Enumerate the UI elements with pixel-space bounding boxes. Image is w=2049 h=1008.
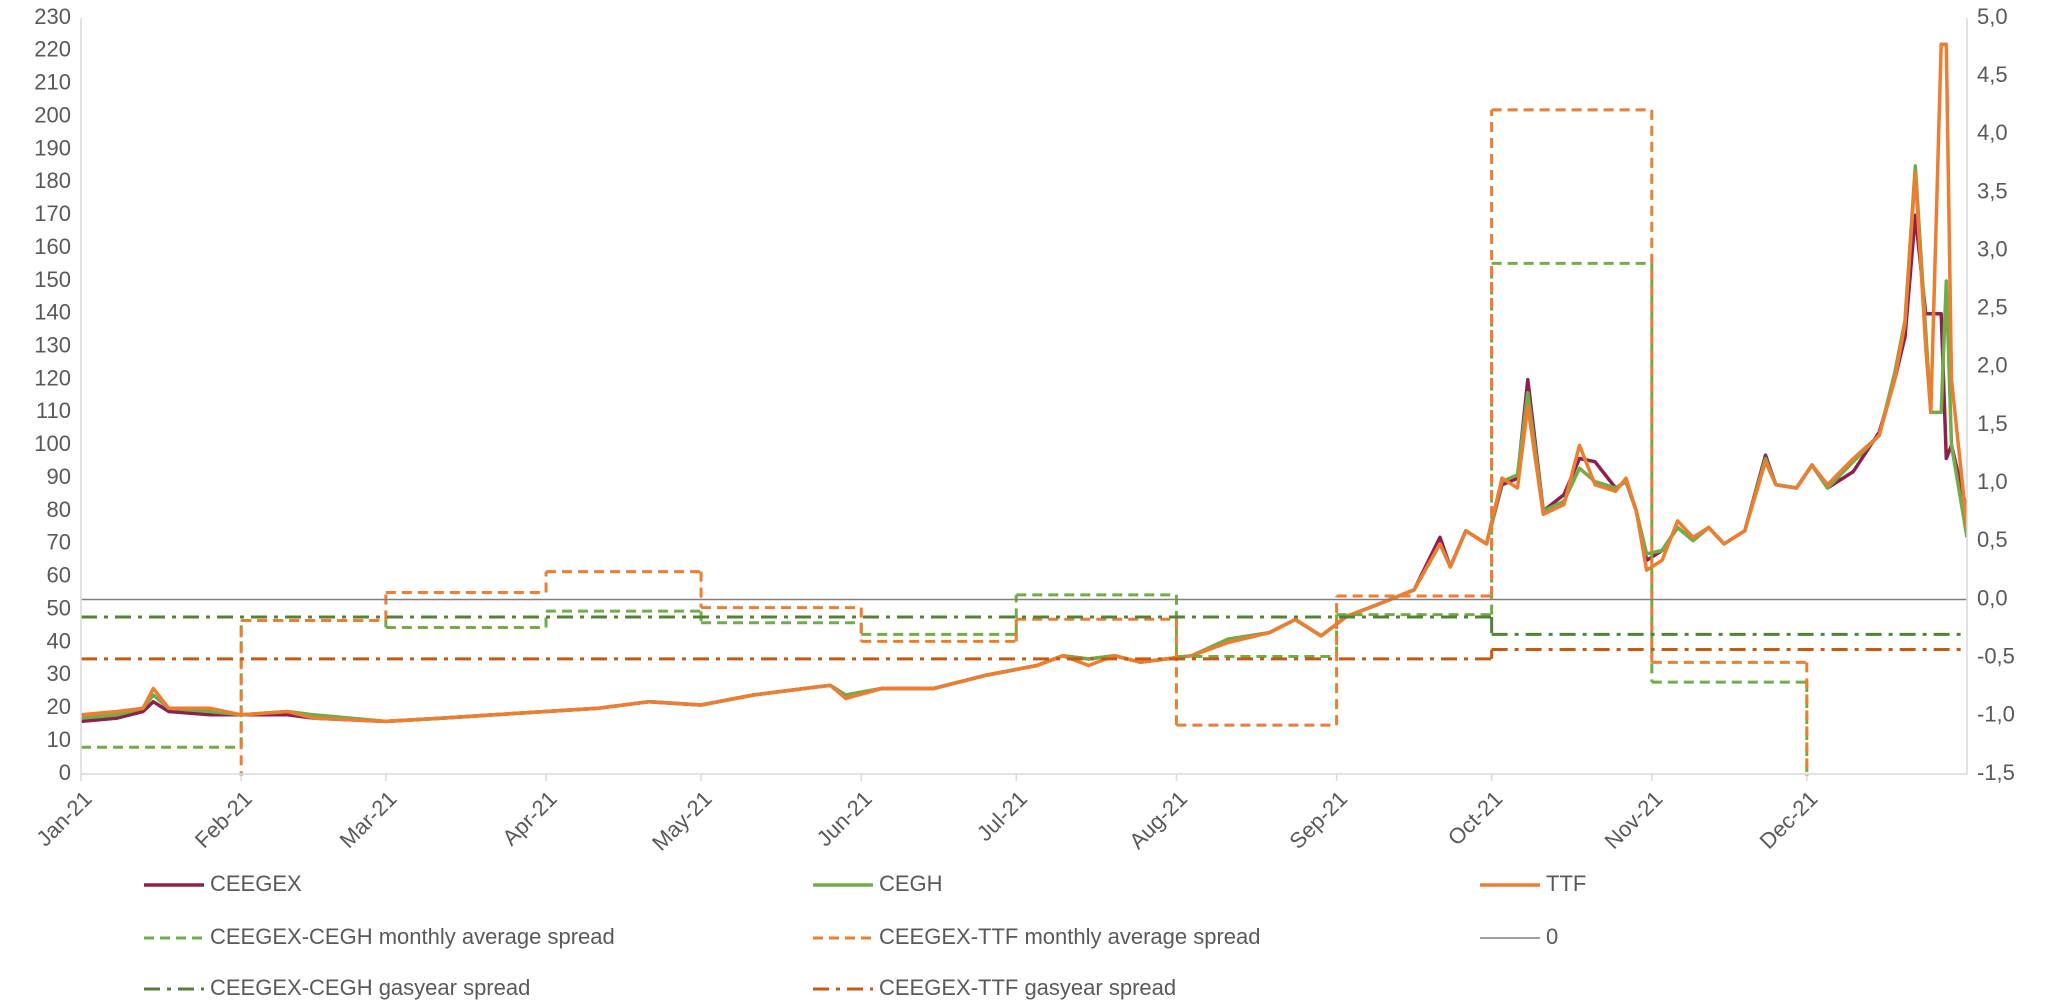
plot-area xyxy=(81,42,1967,776)
legend-label: CEEGEX-TTF gasyear spread xyxy=(879,975,1176,1000)
x-tick-label: Oct-21 xyxy=(1443,786,1507,850)
legend-label: TTF xyxy=(1546,871,1586,896)
x-tick-label: Dec-21 xyxy=(1755,786,1823,854)
x-tick-label: Jan-21 xyxy=(31,786,96,851)
y2-tick-label: 3,0 xyxy=(1977,236,2008,261)
y-tick-label: 140 xyxy=(34,300,71,325)
y-tick-label: 0 xyxy=(59,760,71,785)
legend-label: CEEGEX xyxy=(210,871,302,896)
x-tick-label: Apr-21 xyxy=(497,786,561,850)
y2-tick-label: -1,0 xyxy=(1977,702,2015,727)
y-tick-label: 190 xyxy=(34,135,71,160)
y-tick-label: 70 xyxy=(47,530,71,555)
y-tick-label: 10 xyxy=(47,727,71,752)
y2-tick-label: 4,0 xyxy=(1977,120,2008,145)
y2-tick-label: -1,5 xyxy=(1977,760,2015,785)
legend-label: 0 xyxy=(1546,924,1558,949)
y2-tick-label: -0,5 xyxy=(1977,644,2015,669)
y2-tick-label: 5,0 xyxy=(1977,4,2008,29)
y-tick-label: 200 xyxy=(34,102,71,127)
series-line xyxy=(81,164,1967,724)
y-tick-label: 50 xyxy=(47,595,71,620)
x-tick-label: Aug-21 xyxy=(1124,786,1192,854)
series-line xyxy=(81,213,1967,724)
y2-tick-label: 2,5 xyxy=(1977,295,2008,320)
y-tick-label: 40 xyxy=(47,628,71,653)
y-tick-label: 20 xyxy=(47,694,71,719)
legend-label: CEGH xyxy=(879,871,943,896)
x-tick-label: Jul-21 xyxy=(972,786,1032,846)
x-tick-label: May-21 xyxy=(647,786,717,856)
y2-tick-label: 4,5 xyxy=(1977,62,2008,87)
x-tick-label: Sep-21 xyxy=(1284,786,1352,854)
y-tick-label: 100 xyxy=(34,431,71,456)
x-tick-label: Feb-21 xyxy=(190,786,257,853)
series-line xyxy=(81,42,1967,724)
legend-label: CEEGEX-TTF monthly average spread xyxy=(879,924,1260,949)
y2-tick-label: 1,0 xyxy=(1977,469,2008,494)
legend-label: CEEGEX-CEGH monthly average spread xyxy=(210,924,615,949)
y-tick-label: 110 xyxy=(36,398,71,423)
y-tick-label: 80 xyxy=(47,497,71,522)
y2-tick-label: 0,0 xyxy=(1977,585,2008,610)
x-tick-label: Jun-21 xyxy=(812,786,877,851)
y-tick-label: 30 xyxy=(47,661,71,686)
y-tick-label: 130 xyxy=(34,333,71,358)
y-tick-label: 120 xyxy=(34,365,71,390)
y-tick-label: 90 xyxy=(47,464,71,489)
y2-tick-label: 2,0 xyxy=(1977,353,2008,378)
x-tick-label: Nov-21 xyxy=(1600,786,1668,854)
y-tick-label: 210 xyxy=(34,70,71,95)
x-tick-label: Mar-21 xyxy=(335,786,402,853)
y-tick-label: 170 xyxy=(34,201,71,226)
y-tick-label: 150 xyxy=(34,267,71,292)
legend-label: CEEGEX-CEGH gasyear spread xyxy=(210,975,530,1000)
y2-tick-label: 3,5 xyxy=(1977,178,2008,203)
y-tick-label: 230 xyxy=(34,4,71,29)
y-tick-label: 60 xyxy=(47,563,71,588)
y-tick-label: 160 xyxy=(34,234,71,259)
y-tick-label: 180 xyxy=(34,168,71,193)
y2-tick-label: 0,5 xyxy=(1977,527,2008,552)
y-tick-label: 220 xyxy=(34,37,71,62)
y2-tick-label: 1,5 xyxy=(1977,411,2008,436)
